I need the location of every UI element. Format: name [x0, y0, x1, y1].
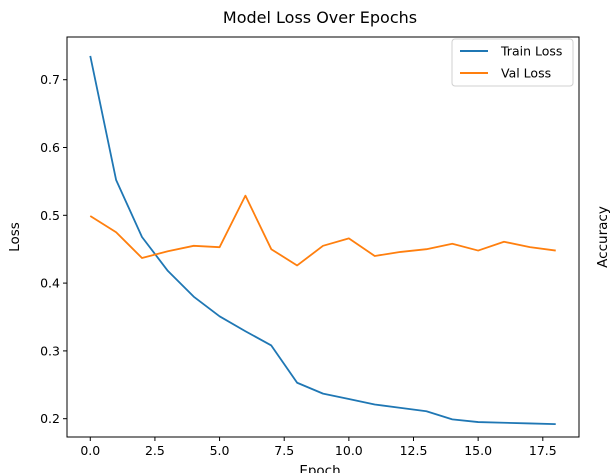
x-tick-label: 15.0	[464, 443, 492, 458]
legend-label-val-loss: Val Loss	[501, 66, 551, 81]
y-tick-label: 0.4	[40, 276, 60, 291]
axes-frame	[66, 36, 580, 438]
x-tick-label: 12.5	[400, 443, 428, 458]
x-tick-label: 7.5	[274, 443, 294, 458]
x-tick-label: 10.0	[335, 443, 363, 458]
y-tick-label: 0.2	[40, 411, 60, 426]
y-tick-label: 0.7	[40, 72, 60, 87]
y-axis-ticks: 0.2 0.3 0.4 0.5 0.6 0.7	[40, 72, 67, 426]
x-tick-label: 5.0	[210, 443, 230, 458]
legend: Train Loss Val Loss	[451, 38, 574, 87]
y-tick-label: 0.3	[40, 343, 60, 358]
plot-area	[66, 36, 580, 438]
secondary-y-axis-title: Accuracy	[595, 206, 611, 268]
series-line-val-loss	[89, 194, 556, 267]
series-layer	[89, 55, 556, 426]
x-axis-ticks: 0.0 2.5 5.0 7.5 10.0 12.5 15.0 17.5	[80, 437, 557, 458]
y-tick-label: 0.6	[40, 140, 60, 155]
series-line-train-loss	[89, 55, 556, 426]
y-tick-label: 0.5	[40, 208, 60, 223]
legend-label-train-loss: Train Loss	[500, 44, 562, 59]
x-axis-title: Epoch	[299, 463, 340, 473]
y-axis-title: Loss	[7, 222, 23, 252]
chart-title: Model Loss Over Epochs	[223, 8, 417, 27]
x-tick-label: 0.0	[80, 443, 100, 458]
x-tick-label: 2.5	[145, 443, 165, 458]
x-tick-label: 17.5	[529, 443, 557, 458]
